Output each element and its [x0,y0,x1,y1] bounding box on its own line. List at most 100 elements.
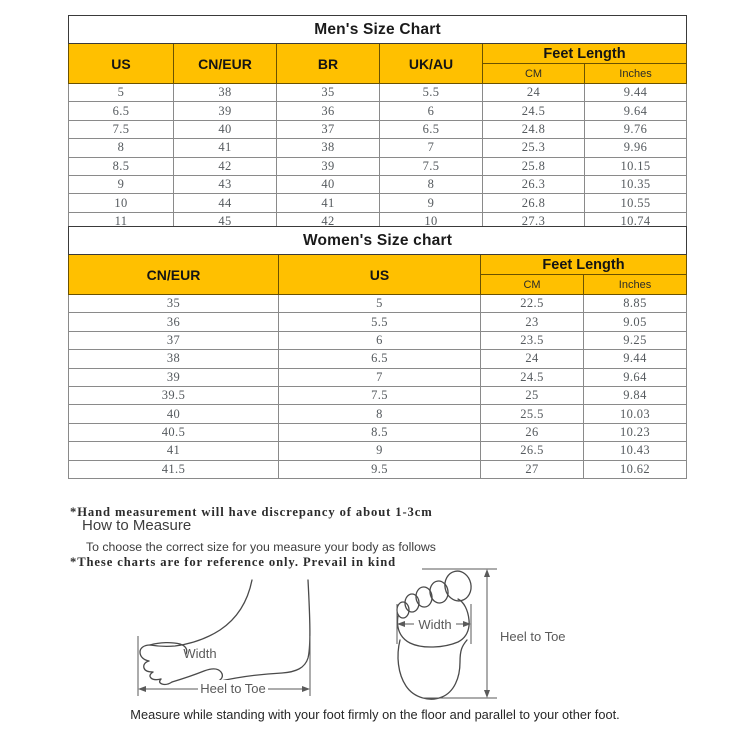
cell: 7.5 [278,385,481,406]
cell: 9.25 [583,330,687,351]
womens-size-chart-table: Women's Size chart CN/EUR US Feet Length… [68,226,687,479]
cell: 10.43 [583,441,687,461]
cell: 36 [68,312,279,332]
mens-title-row: Men's Size Chart [67,15,688,44]
table-row: 37 6 23.5 9.25 [68,330,687,351]
cell: 39.5 [68,385,279,406]
table-row: 39.5 7.5 25 9.84 [68,385,687,406]
cell: 8 [278,404,481,424]
cell: 25 [480,385,584,406]
womens-subcol-header-cm: CM [480,274,584,295]
table-row: 38 6.5 24 9.44 [68,349,687,369]
cell: 41.5 [68,459,279,479]
cell: 23.5 [480,330,584,351]
cell: 38 [68,349,279,369]
cell: 7 [379,138,483,158]
cell: 10.23 [583,422,687,443]
mens-chart-title: Men's Size Chart [67,15,688,44]
womens-header-row-2: CM Inches [69,274,687,295]
table-row: 41 9 26.5 10.43 [68,441,687,461]
mens-col-header-ukau: UK/AU [379,43,483,84]
cell: 25.3 [482,138,585,158]
cell: 24.5 [480,367,584,387]
mens-col-header-br: BR [276,43,380,84]
cell: 9.84 [583,385,687,406]
mens-header-row-1: US CN/EUR BR UK/AU Feet Length [68,43,688,84]
womens-col-header-cneur: CN/EUR [68,254,279,295]
cell: 25.8 [482,156,585,176]
measure-instruction-footer: Measure while standing with your foot fi… [130,707,620,722]
table-row: 8 41 38 7 25.3 9.96 [68,138,688,158]
cell: 9 [278,441,481,461]
cell: 36 [276,101,380,121]
table-row: 40 8 25.5 10.03 [68,404,687,424]
cell: 8.85 [583,293,687,314]
note-line-1: *Hand measurement will have discrepancy … [70,505,433,519]
cell: 24 [482,82,585,103]
table-row: 41.5 9.5 27 10.62 [68,459,687,479]
cell: 10.55 [583,193,688,213]
cell: 38 [173,82,277,103]
foot-side-outline [139,579,311,686]
cell: 9.64 [583,101,688,121]
cell: 9.5 [278,459,481,479]
cell: 38 [276,138,380,158]
table-row: 10 44 41 9 26.8 10.55 [68,193,688,213]
cell: 10.03 [583,404,687,424]
cell: 5 [68,82,174,103]
table-row: 39 7 24.5 9.64 [68,367,687,387]
cell: 10.62 [583,459,687,479]
cell: 9.96 [583,138,688,158]
cell: 26.3 [482,174,585,195]
cell: 10.35 [583,174,688,195]
side-length-label: Heel to Toe [200,681,266,696]
cell: 40 [68,404,279,424]
cell: 8.5 [68,156,174,176]
side-view-foot-diagram: Heel to Toe Width [137,579,311,696]
top-length-label: Heel to Toe [500,629,566,644]
cell: 41 [276,193,380,213]
table-row: 6.5 39 36 6 24.5 9.64 [68,101,688,121]
cell: 35 [68,293,279,314]
cell: 26 [480,422,584,443]
cell: 6.5 [278,349,481,369]
cell: 9.44 [583,82,688,103]
cell: 35 [276,82,380,103]
cell: 10 [68,193,174,213]
table-row: 40.5 8.5 26 10.23 [68,422,687,443]
cell: 39 [173,101,277,121]
cell: 41 [173,138,277,158]
cell: 24.8 [482,119,585,140]
cell: 9.76 [583,119,688,140]
length-label-backdrop [198,680,268,695]
womens-header-row-1: CN/EUR US Feet Length [68,254,687,295]
cell: 9 [68,174,174,195]
cell: 8 [68,138,174,158]
cell: 6.5 [379,119,483,140]
foot-top-outline [396,570,472,700]
table-row: 8.5 42 39 7.5 25.8 10.15 [68,156,688,176]
cell: 10.15 [583,156,688,176]
cell: 40 [173,119,277,140]
cell: 5.5 [278,312,481,332]
cell: 6.5 [68,101,174,121]
cell: 5.5 [379,82,483,103]
cell: 7 [278,367,481,387]
cell: 25.5 [480,404,584,424]
cell: 37 [276,119,380,140]
cell: 23 [480,312,584,332]
cell: 39 [68,367,279,387]
womens-col-header-us: US [278,254,481,295]
cell: 40 [276,174,380,195]
cell: 26.5 [480,441,584,461]
mens-col-header-cneur: CN/EUR [173,43,277,84]
cell: 8.5 [278,422,481,443]
cell: 42 [173,156,277,176]
cell: 9.44 [583,349,687,369]
cell: 39 [276,156,380,176]
cell: 26.8 [482,193,585,213]
cell: 24 [480,349,584,369]
cell: 8 [379,174,483,195]
cell: 6 [278,330,481,351]
